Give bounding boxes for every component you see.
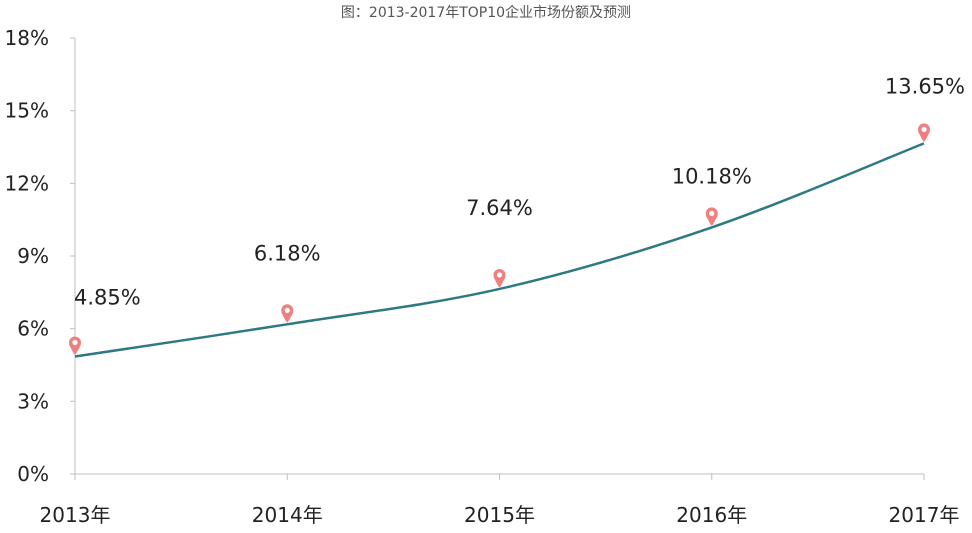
y-tick-label: 3% (17, 389, 49, 413)
y-tick-label: 15% (5, 99, 49, 123)
chart-title: 图：2013-2017年TOP10企业市场份额及预测 (340, 5, 632, 21)
y-tick-label: 6% (17, 317, 49, 341)
data-label: 10.18% (672, 164, 752, 188)
y-tick-label: 12% (5, 171, 49, 195)
data-label: 6.18% (254, 241, 321, 265)
y-tick-label: 9% (17, 244, 49, 268)
y-tick-label: 0% (17, 462, 49, 486)
x-axis-ticks: 2013年 2014年 2015年 2016年 2017年 (40, 474, 960, 527)
data-label: 13.65% (885, 74, 965, 98)
data-point-marker (705, 207, 718, 226)
chart-axes (74, 38, 924, 475)
data-point-marker (281, 304, 294, 323)
x-tick-label: 2013年 (40, 503, 111, 527)
series-line (74, 142, 925, 358)
x-tick-label: 2015年 (464, 503, 535, 527)
data-point-marker (493, 268, 506, 288)
data-point-marker (69, 336, 81, 355)
data-label: 4.85% (74, 286, 141, 310)
x-tick-label: 2017年 (889, 503, 960, 527)
data-point-marker (918, 123, 930, 142)
y-axis-ticks: 0% 3% 6% 9% 12% 15% 18% (5, 26, 75, 486)
marker-group (69, 123, 930, 355)
series-line-group (74, 142, 925, 358)
data-label: 7.64% (466, 196, 533, 220)
y-tick-label: 18% (5, 26, 49, 50)
data-label-group: 4.85% 6.18% 7.64% 10.18% 13.65% (74, 74, 965, 309)
x-tick-label: 2014年 (252, 503, 323, 527)
x-tick-label: 2016年 (676, 503, 747, 527)
